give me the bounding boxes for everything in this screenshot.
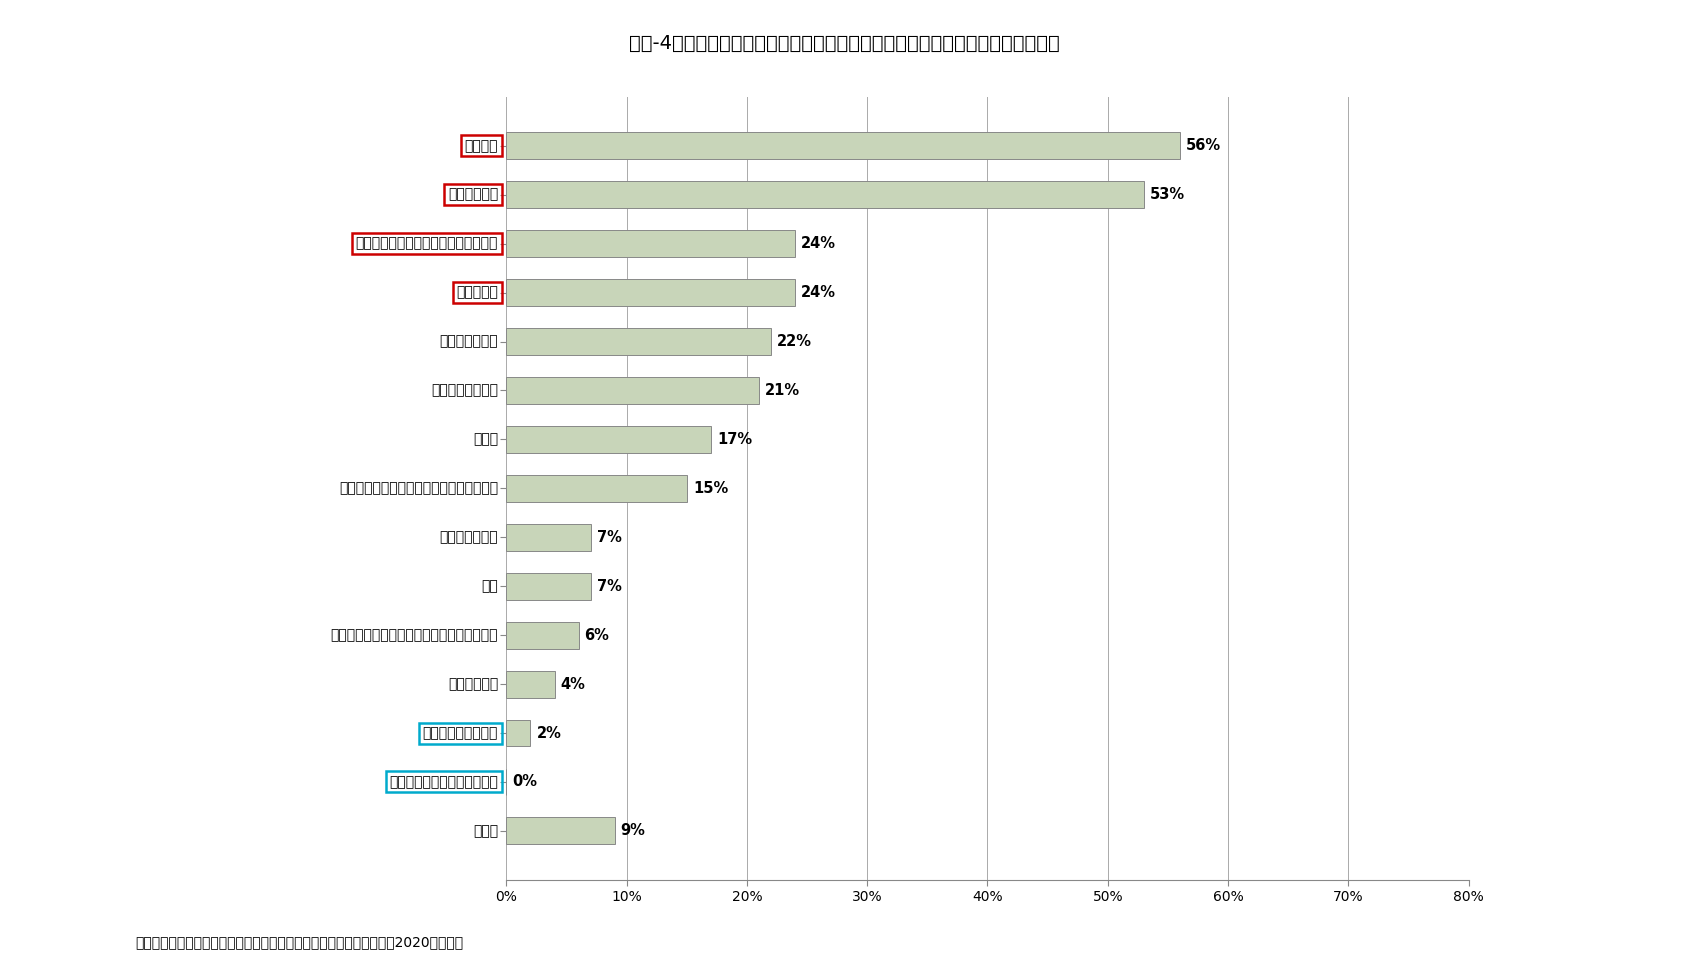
Text: 郊外型ショッピングセンター: 郊外型ショッピングセンター [390, 775, 498, 789]
Text: 24%: 24% [802, 285, 836, 300]
Bar [506, 524, 591, 551]
Text: 海外不動産: 海外不動産 [456, 285, 498, 300]
Text: 都市型商業ビル: 都市型商業ビル [439, 530, 498, 544]
Bar [506, 132, 1180, 160]
Text: 底地: 底地 [481, 579, 498, 593]
Bar [506, 230, 795, 257]
Text: 図表-4　今後、価格上昇や市場拡大が期待できるセクター（上位３つまで回答）: 図表-4 今後、価格上昇や市場拡大が期待できるセクター（上位３つまで回答） [628, 34, 1060, 53]
Bar [506, 719, 530, 747]
Text: 6%: 6% [584, 628, 609, 643]
Text: 産業関連施設（データセンターなど）: 産業関連施設（データセンターなど） [356, 237, 498, 250]
Bar [506, 279, 795, 306]
Bar [506, 572, 591, 600]
Text: ヘルスケア不動産: ヘルスケア不動産 [430, 384, 498, 397]
Text: インフラ施設（空港、上下水道施設など）: インフラ施設（空港、上下水道施設など） [339, 482, 498, 495]
Bar [506, 817, 614, 844]
Text: 0%: 0% [513, 775, 537, 789]
Text: ホテル: ホテル [473, 432, 498, 447]
Text: 物流施設: 物流施設 [464, 138, 498, 153]
Bar [506, 622, 579, 649]
Text: 7%: 7% [596, 530, 621, 544]
Text: リゾート施設: リゾート施設 [447, 677, 498, 691]
Text: 15%: 15% [692, 481, 728, 496]
Text: 56%: 56% [1187, 138, 1220, 153]
Text: エネルギー関連施設（太陽光発電施設など）: エネルギー関連施設（太陽光発電施設など） [331, 629, 498, 642]
Text: その他: その他 [473, 824, 498, 838]
Text: 22%: 22% [776, 334, 812, 349]
Bar [506, 475, 687, 502]
Text: 4%: 4% [560, 677, 586, 691]
Text: アウトレットモール: アウトレットモール [422, 726, 498, 740]
Text: 17%: 17% [717, 432, 751, 447]
Bar [506, 425, 711, 453]
Text: 7%: 7% [596, 578, 621, 594]
Bar [506, 328, 771, 355]
Text: 21%: 21% [765, 383, 800, 398]
Text: 2%: 2% [537, 725, 562, 741]
Text: （出所）ニッセイ基礎研究所「不動産市況アンケート」（調査時点；2020年１月）: （出所）ニッセイ基礎研究所「不動産市況アンケート」（調査時点；2020年１月） [135, 936, 463, 950]
Text: 9%: 9% [621, 824, 645, 838]
Text: 賃貸マンション: 賃貸マンション [439, 335, 498, 348]
Text: オフィスビル: オフィスビル [447, 188, 498, 202]
Bar [506, 377, 760, 404]
Text: 53%: 53% [1150, 188, 1185, 202]
Text: 24%: 24% [802, 236, 836, 251]
Bar [506, 181, 1144, 208]
Bar [506, 671, 555, 697]
